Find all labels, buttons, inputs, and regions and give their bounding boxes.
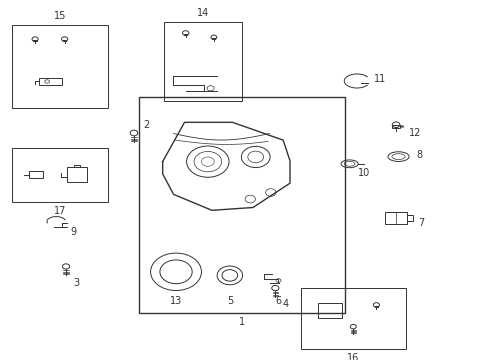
Bar [12, 148, 107, 202]
Text: 15: 15 [54, 11, 66, 21]
Text: 17: 17 [54, 206, 66, 216]
Bar [183, 34, 187, 36]
Bar [374, 306, 377, 307]
Bar [39, 77, 62, 85]
Text: 14: 14 [196, 8, 209, 18]
Bar [29, 171, 43, 178]
Bar [406, 215, 412, 221]
Bar [163, 22, 242, 101]
Bar [385, 212, 406, 224]
Bar [212, 38, 215, 40]
Text: 5: 5 [226, 296, 232, 306]
Text: 8: 8 [415, 150, 421, 160]
Text: 3: 3 [74, 278, 80, 288]
Text: 4: 4 [283, 299, 288, 309]
Bar [12, 25, 107, 108]
Text: 16: 16 [346, 353, 359, 360]
Bar [317, 303, 342, 318]
Text: 7: 7 [418, 218, 424, 228]
Bar [63, 40, 66, 41]
Text: 12: 12 [407, 128, 420, 138]
Text: 13: 13 [169, 296, 182, 306]
Text: 10: 10 [357, 168, 370, 178]
Text: 9: 9 [70, 227, 76, 237]
Text: 1: 1 [239, 317, 244, 327]
Bar [33, 40, 37, 41]
Bar [391, 125, 399, 127]
Bar [74, 165, 80, 167]
Text: 2: 2 [143, 120, 149, 130]
Text: 6: 6 [275, 296, 281, 306]
Bar [300, 288, 405, 349]
Text: 11: 11 [373, 74, 386, 84]
Bar [67, 167, 87, 182]
Bar [139, 97, 344, 313]
